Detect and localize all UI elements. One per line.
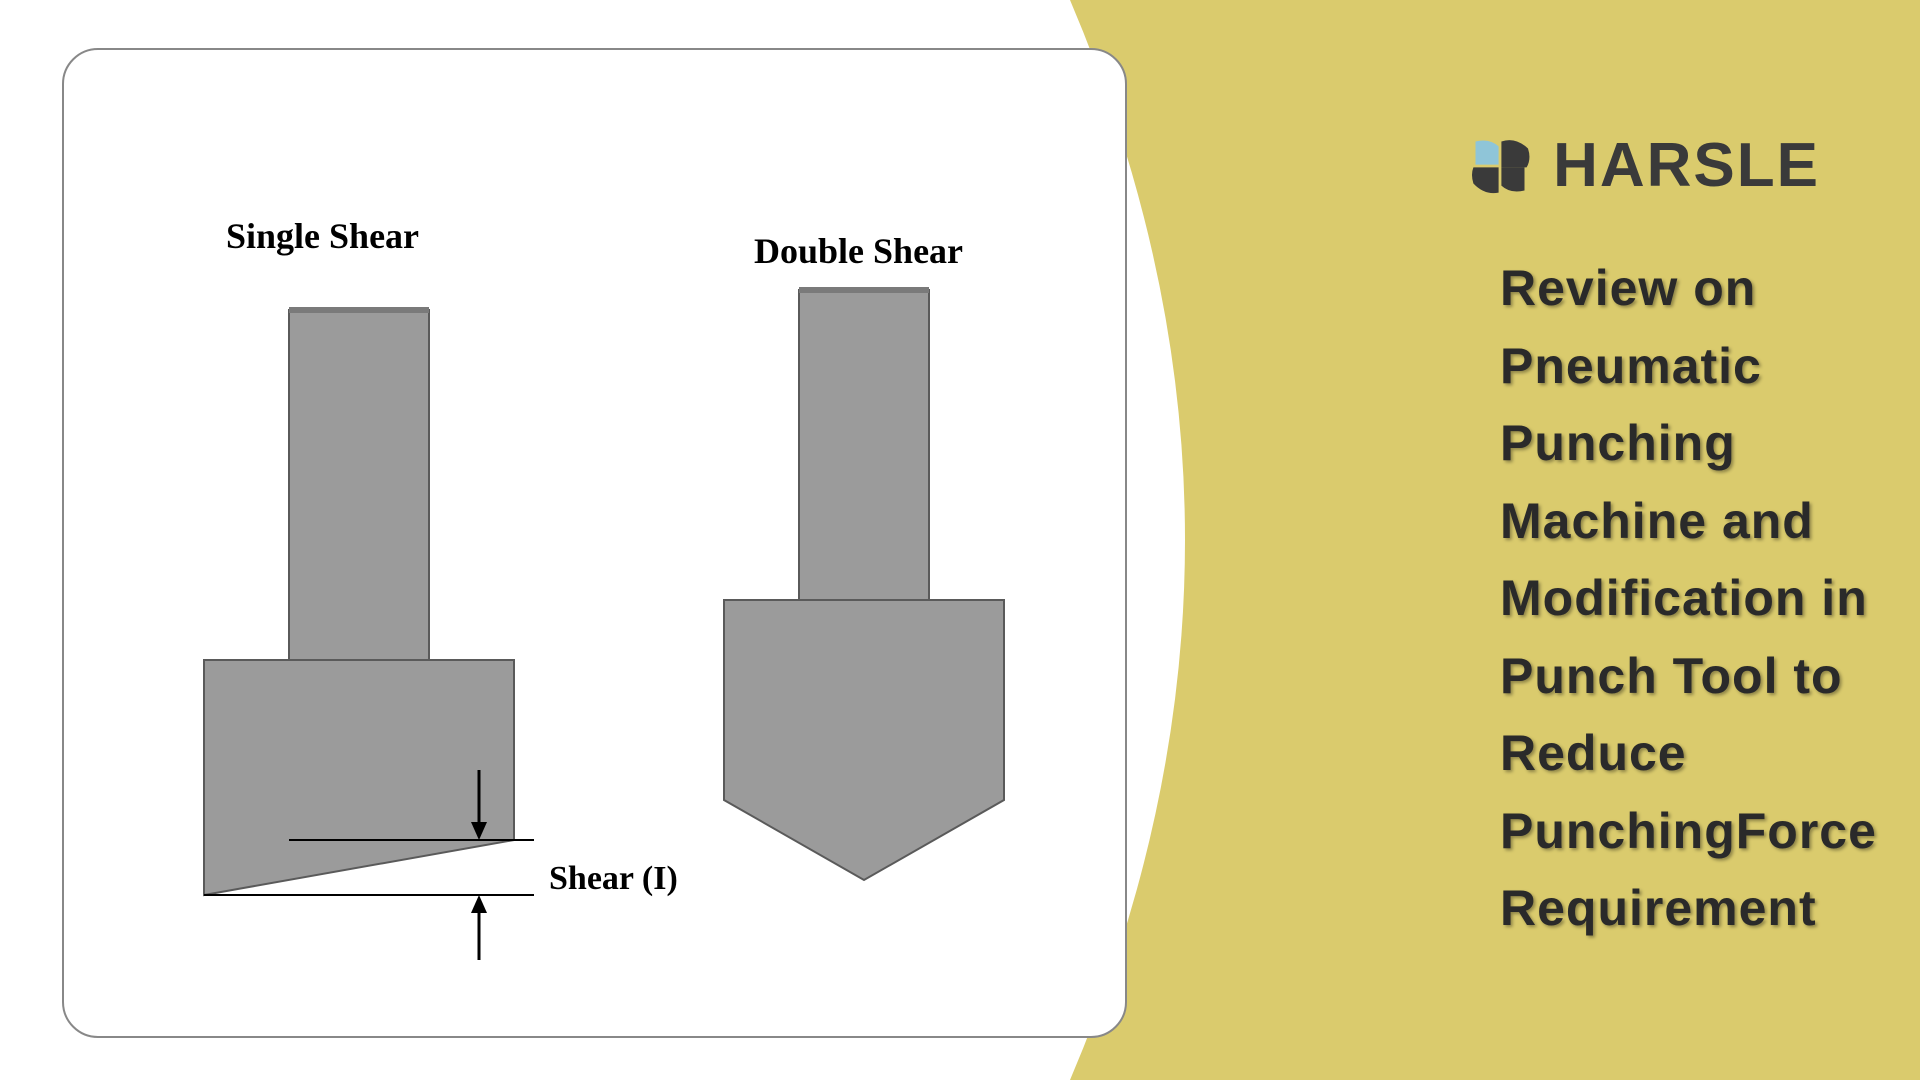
logo-container: HARSLE (1465, 130, 1820, 201)
harsle-logo-icon (1465, 131, 1535, 201)
right-panel: HARSLE Review on Pneumatic Punching Mach… (1020, 0, 1920, 1080)
logo-text: HARSLE (1553, 130, 1820, 201)
main-container: HARSLE Review on Pneumatic Punching Mach… (0, 0, 1920, 1080)
diagram-panel: Single Shear Double Shear (62, 48, 1127, 1038)
shear-i-label: Shear (I) (549, 860, 678, 898)
article-title: Review on Pneumatic Punching Machine and… (1500, 250, 1920, 948)
